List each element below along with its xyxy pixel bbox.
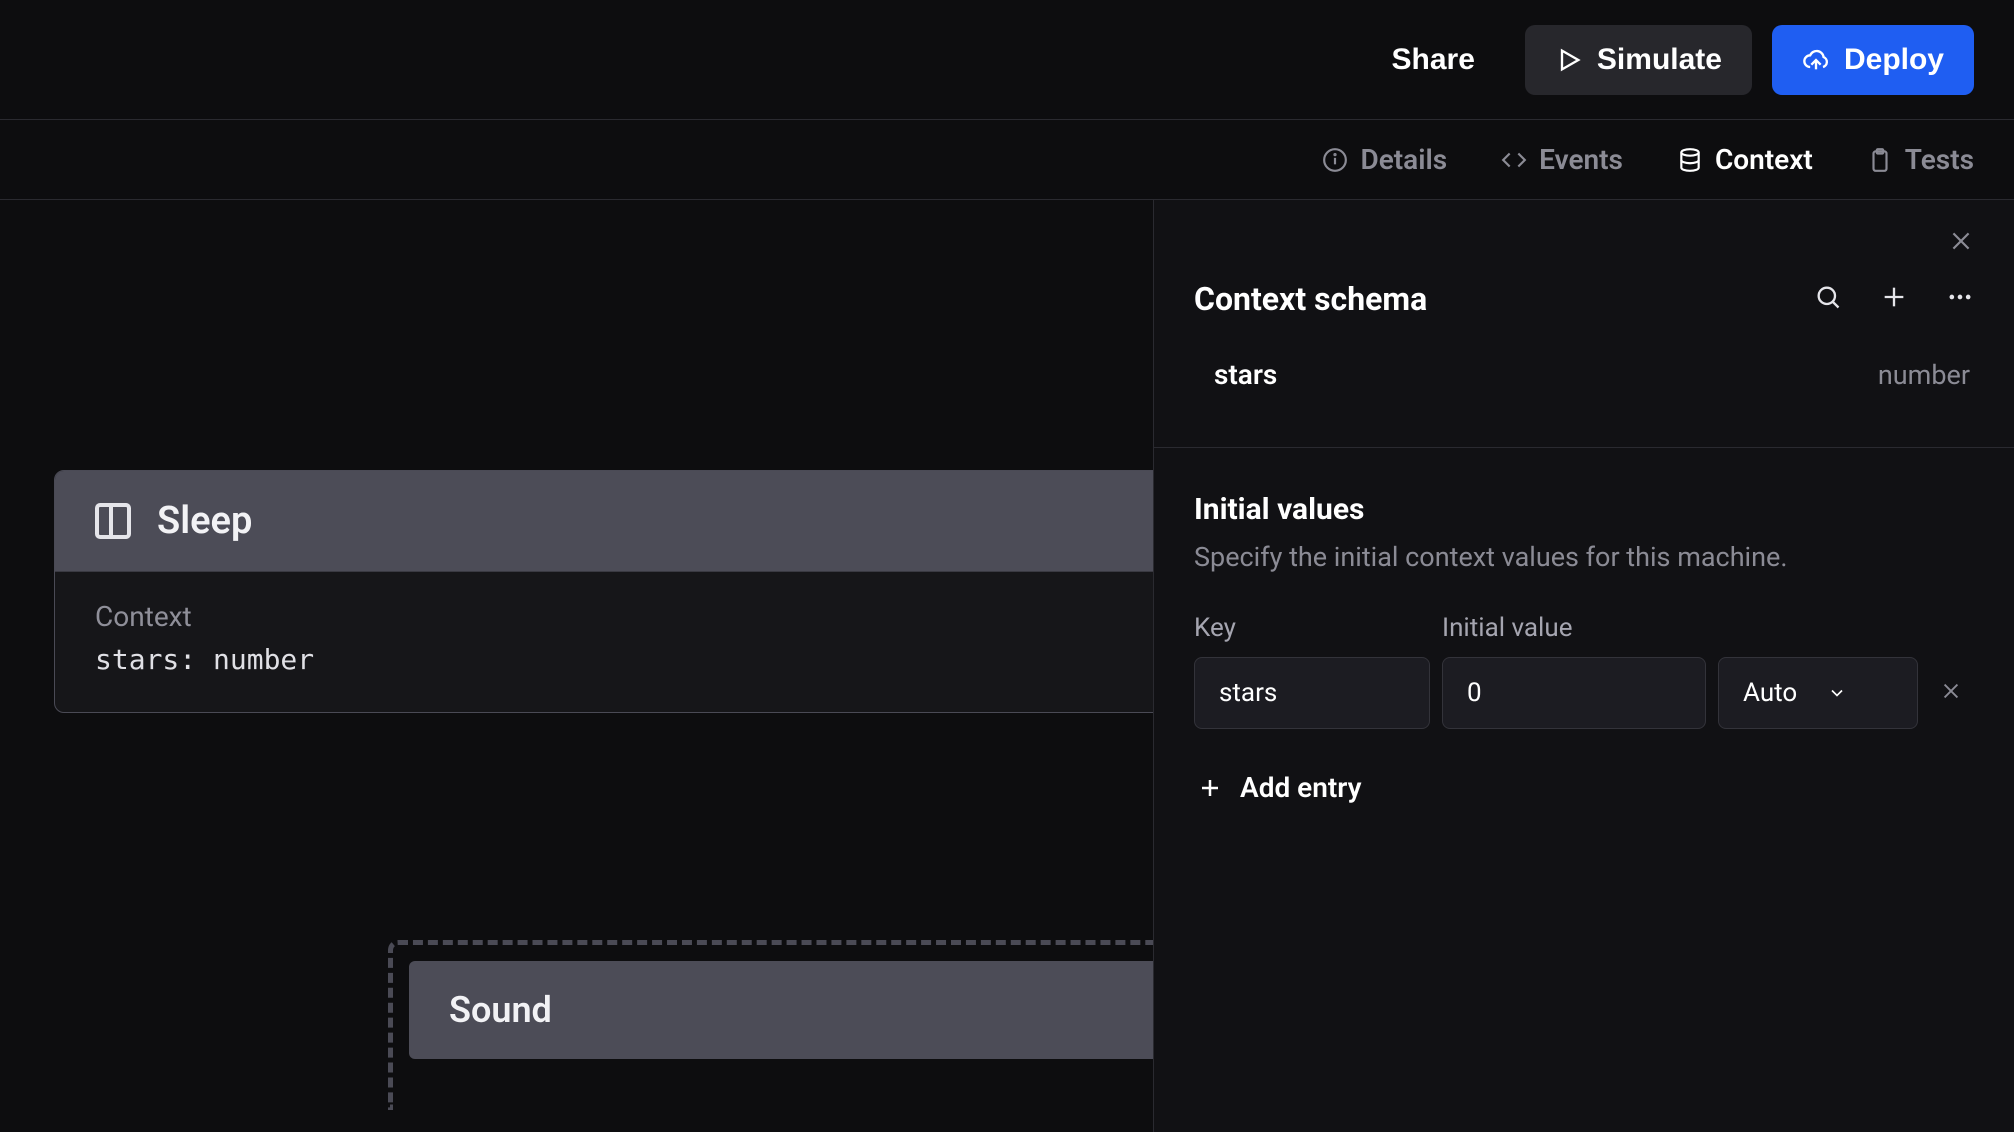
close-icon — [1948, 228, 1974, 254]
state-card-sleep[interactable]: Sleep Context stars: number — [54, 470, 1154, 713]
initial-values-section: Initial values Specify the initial conte… — [1154, 448, 2014, 862]
state-title: Sleep — [157, 499, 252, 543]
close-panel-button[interactable] — [1948, 228, 1974, 258]
share-button-label: Share — [1392, 43, 1475, 77]
tab-context[interactable]: Context — [1677, 143, 1813, 176]
chevron-down-icon — [1827, 683, 1847, 703]
close-icon — [1940, 680, 1962, 702]
child-state-title: Sound — [449, 989, 552, 1031]
plus-icon — [1880, 283, 1908, 311]
code-icon — [1501, 147, 1527, 173]
top-toolbar: Share Simulate Deploy — [0, 0, 2014, 120]
search-icon — [1814, 283, 1842, 311]
field-headers: Key Initial value — [1194, 613, 1974, 643]
header-value: Initial value — [1442, 613, 1706, 643]
database-icon — [1677, 147, 1703, 173]
entry-type-label: Auto — [1743, 678, 1797, 708]
tab-events-label: Events — [1539, 143, 1623, 176]
schema-add-button[interactable] — [1880, 283, 1908, 315]
state-canvas[interactable]: Sleep Context stars: number Sound — [0, 200, 1154, 1132]
state-card-sound[interactable]: Sound — [409, 961, 1154, 1059]
schema-type: number — [1878, 359, 1970, 391]
plus-icon — [1198, 776, 1222, 800]
schema-section: Context schema — [1154, 200, 2014, 448]
entry-key-input[interactable] — [1194, 657, 1430, 729]
clipboard-icon — [1867, 147, 1893, 173]
tab-tests-label: Tests — [1905, 143, 1974, 176]
deploy-button[interactable]: Deploy — [1772, 25, 1974, 95]
tab-context-label: Context — [1715, 143, 1813, 176]
tab-details-label: Details — [1360, 143, 1447, 176]
schema-row[interactable]: stars number — [1194, 352, 1974, 397]
schema-more-button[interactable] — [1946, 283, 1974, 315]
more-horizontal-icon — [1946, 283, 1974, 311]
info-icon — [1322, 147, 1348, 173]
header-key: Key — [1194, 613, 1430, 643]
simulate-button-label: Simulate — [1597, 43, 1722, 77]
cloud-upload-icon — [1802, 46, 1830, 74]
schema-title: Context schema — [1194, 280, 1427, 318]
state-card-header: Sleep — [55, 471, 1154, 572]
context-code: stars: number — [95, 643, 1133, 676]
tab-details[interactable]: Details — [1322, 143, 1447, 176]
main-split: Sleep Context stars: number Sound Contex… — [0, 200, 2014, 1132]
add-entry-button[interactable]: Add entry — [1194, 757, 1974, 818]
child-state-outline: Sound — [388, 940, 1154, 1110]
tab-events[interactable]: Events — [1501, 143, 1623, 176]
state-card-body: Context stars: number — [55, 572, 1154, 712]
initial-value-row: Auto — [1194, 657, 1974, 729]
initial-values-description: Specify the initial context values for t… — [1194, 541, 1974, 573]
simulate-button[interactable]: Simulate — [1525, 25, 1752, 95]
panel-tabs: Details Events Context Tests — [0, 120, 2014, 200]
deploy-button-label: Deploy — [1844, 43, 1944, 77]
schema-search-button[interactable] — [1814, 283, 1842, 315]
tab-tests[interactable]: Tests — [1867, 143, 1974, 176]
context-panel: Context schema — [1154, 200, 2014, 1132]
entry-type-select[interactable]: Auto — [1718, 657, 1918, 729]
entry-value-input[interactable] — [1442, 657, 1706, 729]
context-label: Context — [95, 600, 1133, 633]
entry-delete-button[interactable] — [1930, 670, 1972, 716]
schema-key: stars — [1214, 358, 1277, 391]
schema-header: Context schema — [1194, 280, 1974, 318]
add-entry-label: Add entry — [1240, 771, 1362, 804]
play-icon — [1555, 46, 1583, 74]
share-button[interactable]: Share — [1362, 25, 1505, 95]
schema-actions — [1814, 283, 1974, 315]
initial-values-title: Initial values — [1194, 492, 1974, 527]
sidebar-panel-icon — [95, 503, 131, 539]
